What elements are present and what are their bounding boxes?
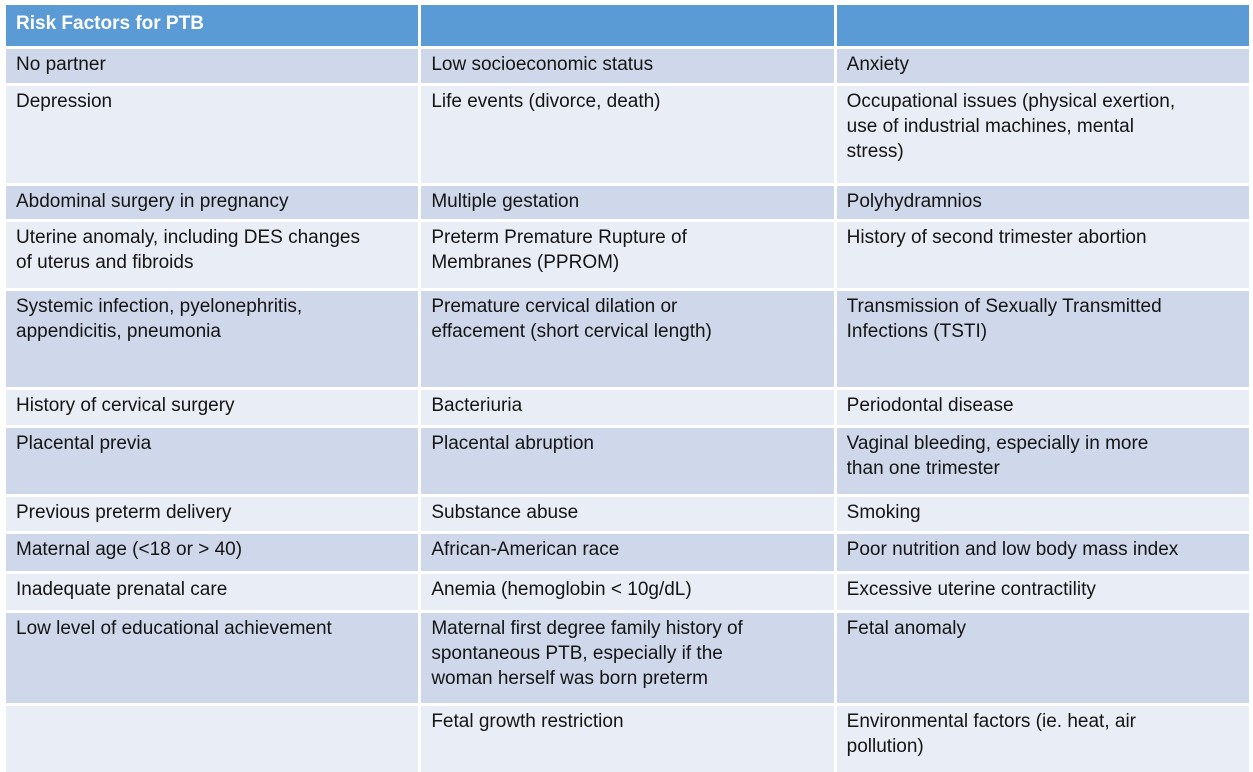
table-row: Maternal age (<18 or > 40) African-Ameri… (6, 534, 1249, 572)
table-cell: Substance abuse (421, 497, 834, 532)
table-cell: Polyhydramnios (836, 186, 1249, 220)
table-cell: Vaginal bleeding, especially in more tha… (836, 428, 1249, 495)
table-cell: Fetal anomaly (836, 613, 1249, 704)
table-row: History of cervical surgery Bacteriuria … (6, 390, 1249, 426)
table-cell (6, 706, 419, 772)
table-cell: Depression (6, 86, 419, 183)
table-cell: Low socioeconomic status (421, 49, 834, 83)
table-cell: History of cervical surgery (6, 390, 419, 426)
table-cell: Transmission of Sexually Transmitted Inf… (836, 291, 1249, 388)
table-row: Placental previa Placental abruption Vag… (6, 428, 1249, 495)
table-cell: Poor nutrition and low body mass index (836, 534, 1249, 572)
header-cell-empty-1 (421, 5, 834, 46)
table-cell: Placental abruption (421, 428, 834, 495)
table-cell: Low level of educational achievement (6, 613, 419, 704)
table-cell: Occupational issues (physical exertion, … (836, 86, 1249, 183)
table-cell: Periodontal disease (836, 390, 1249, 426)
table-cell: Maternal age (<18 or > 40) (6, 534, 419, 572)
table-row: Depression Life events (divorce, death) … (6, 86, 1249, 183)
table-cell: Smoking (836, 497, 1249, 532)
header-cell-empty-2 (836, 5, 1249, 46)
table-cell: Life events (divorce, death) (421, 86, 834, 183)
table-cell: Anemia (hemoglobin < 10g/dL) (421, 574, 834, 611)
table-cell: No partner (6, 49, 419, 83)
table-row: Uterine anomaly, including DES changes o… (6, 222, 1249, 289)
table-row: Fetal growth restriction Environmental f… (6, 706, 1249, 772)
table-row: Previous preterm delivery Substance abus… (6, 497, 1249, 532)
table-cell: Abdominal surgery in pregnancy (6, 186, 419, 220)
table-cell: Maternal first degree family history of … (421, 613, 834, 704)
table-title: Risk Factors for PTB (6, 5, 419, 46)
table-cell: Uterine anomaly, including DES changes o… (6, 222, 419, 289)
table-row: Inadequate prenatal care Anemia (hemoglo… (6, 574, 1249, 611)
risk-factors-table: Risk Factors for PTB No partner Low soci… (3, 2, 1252, 772)
table-row: Abdominal surgery in pregnancy Multiple … (6, 186, 1249, 220)
table-cell: Preterm Premature Rupture of Membranes (… (421, 222, 834, 289)
table-cell: Inadequate prenatal care (6, 574, 419, 611)
table-cell: Fetal growth restriction (421, 706, 834, 772)
table-cell: African-American race (421, 534, 834, 572)
table-row: No partner Low socioeconomic status Anxi… (6, 49, 1249, 83)
table-cell: Anxiety (836, 49, 1249, 83)
table-row: Low level of educational achievement Mat… (6, 613, 1249, 704)
table-row: Systemic infection, pyelonephritis, appe… (6, 291, 1249, 388)
table-cell: Bacteriuria (421, 390, 834, 426)
header-row: Risk Factors for PTB (6, 5, 1249, 46)
table-cell: Multiple gestation (421, 186, 834, 220)
table-cell: Previous preterm delivery (6, 497, 419, 532)
table-cell: Excessive uterine contractility (836, 574, 1249, 611)
table-cell: Placental previa (6, 428, 419, 495)
table-cell: Environmental factors (ie. heat, air pol… (836, 706, 1249, 772)
table-cell: History of second trimester abortion (836, 222, 1249, 289)
table-cell: Systemic infection, pyelonephritis, appe… (6, 291, 419, 388)
table-cell: Premature cervical dilation or effacemen… (421, 291, 834, 388)
